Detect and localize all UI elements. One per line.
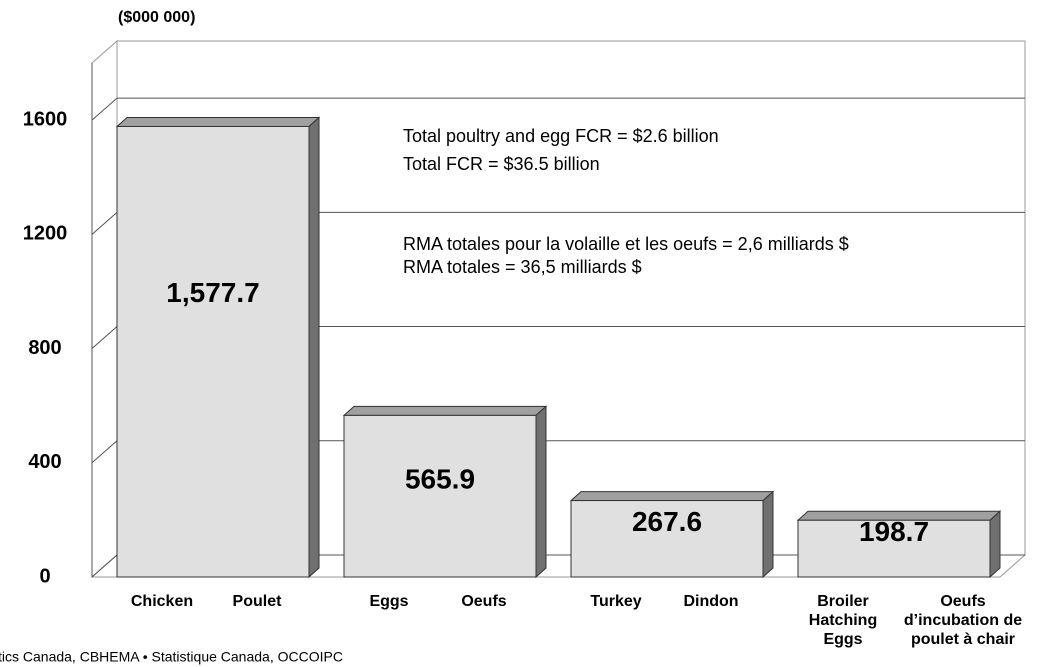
bar-side xyxy=(308,116,320,579)
grid-line xyxy=(91,326,118,349)
bar-top xyxy=(342,405,548,416)
x-tick-label: Eggs xyxy=(369,593,409,610)
grid-line xyxy=(91,211,118,235)
bar-top xyxy=(115,116,321,127)
grid-line xyxy=(91,554,118,578)
y-tick-label: 1600 xyxy=(23,108,68,130)
source: tics Canada, CBHEMA • Statistique Canada… xyxy=(0,649,343,665)
bar xyxy=(797,519,991,578)
annotation: RMA totales pour la volaille et les oeuf… xyxy=(403,234,849,254)
x-tick-label: Oeufs d’incubation de poulet à chair xyxy=(903,593,1023,648)
bar-side xyxy=(989,510,1001,579)
side-wall xyxy=(91,39,118,579)
x-tick-label: Poulet xyxy=(232,593,282,610)
grid-line xyxy=(91,440,118,464)
y-tick-label: 1200 xyxy=(23,223,68,245)
value-label: 267.6 xyxy=(632,506,702,537)
x-tick-label: Broiler Hatching Eggs xyxy=(808,593,878,648)
grid-line xyxy=(91,97,118,121)
x-tick-label: Oeufs xyxy=(461,593,507,610)
bar-side xyxy=(535,405,547,579)
y-tick-label: 800 xyxy=(28,337,61,359)
x-tick-label: Turkey xyxy=(590,593,642,610)
bar-side xyxy=(762,490,774,579)
annotation: RMA totales = 36,5 milliards $ xyxy=(403,257,642,277)
value-label: 198.7 xyxy=(859,516,929,547)
value-label: 565.9 xyxy=(405,464,475,495)
y-tick-label: 400 xyxy=(28,451,61,473)
annotation: Total FCR = $36.5 billion xyxy=(403,154,600,174)
x-tick-label: Dindon xyxy=(683,593,739,610)
bar-top xyxy=(569,491,775,502)
annotation: Total poultry and egg FCR = $2.6 billion xyxy=(403,126,719,146)
bar xyxy=(570,500,764,578)
bar xyxy=(116,125,310,578)
value-label: 1,577.7 xyxy=(166,277,259,308)
x-tick-label: Chicken xyxy=(130,593,194,610)
y-tick-label: 0 xyxy=(39,565,50,587)
unit-label: ($000 000) xyxy=(118,9,195,26)
bar xyxy=(343,414,537,578)
